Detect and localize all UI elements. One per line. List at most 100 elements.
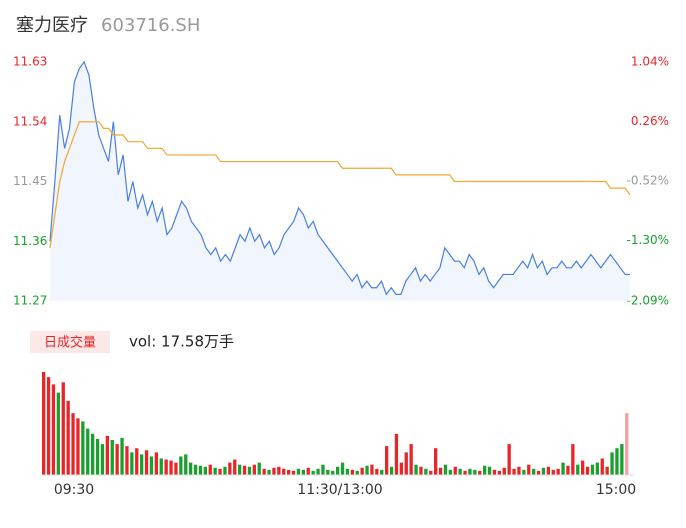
volume-bar [463,470,467,475]
volume-bar [497,470,501,475]
volume-bar [595,462,599,475]
volume-bar [242,465,247,475]
volume-bar [453,466,457,475]
volume-bar [434,448,438,475]
volume-bar [522,469,526,475]
volume-bar [394,433,399,475]
volume-bar [316,468,320,475]
y-tick-label: 11.27 [13,294,47,308]
x-tick-label: 15:00 [596,482,636,498]
volume-bar [443,464,448,475]
volume-bar [615,448,619,475]
stock-code: 603716.SH [101,15,200,36]
y2-tick-label: 1.04% [631,55,669,69]
volume-bar [306,467,310,475]
volume-bar [561,462,565,475]
x-tick-label: 11:30/13:00 [297,482,382,498]
volume-bar [169,460,173,475]
volume-bar [448,469,452,475]
volume-bar [95,438,100,475]
volume-bar [184,454,188,475]
volume-bar [625,413,629,475]
volume-bar [355,470,359,475]
volume-bar [296,468,301,475]
y-tick-label: 11.54 [13,114,47,128]
price-line [49,60,630,296]
volume-bar [517,466,521,475]
volume-bar [130,452,134,475]
volume-bar [404,452,408,475]
volume-bar [100,444,105,475]
volume-bar [389,466,394,475]
volume-bar [546,466,550,475]
volume-bar [556,468,560,475]
volume-bar [610,452,614,475]
volume-bar [438,467,443,475]
volume-bar [360,467,364,475]
volume-bar [218,468,222,475]
volume-bar [272,467,276,475]
volume-bar [174,462,178,475]
volume-bar [144,450,149,475]
volume-bar [228,462,232,475]
volume-bar [76,418,80,475]
volume-bar [385,446,389,475]
price-area [50,62,630,301]
volume-bar [536,470,541,475]
volume-bar [571,444,575,475]
volume-bar [154,452,158,475]
volume-bar [512,468,516,475]
y2-tick-label: -2.09% [627,294,669,308]
volume-bar [42,372,46,475]
volume-bar [326,469,330,475]
volume-bar [311,470,315,475]
volume-bar [193,464,198,475]
volume-bar [576,464,580,475]
average-line [49,121,631,248]
volume-bar [81,421,85,475]
volume-bar [429,470,433,475]
volume-bar [340,462,345,475]
volume-bar [125,446,129,475]
volume-bar [370,464,374,475]
volume-bar [620,444,624,475]
volume-bar [257,462,261,475]
volume-bar [66,400,70,475]
volume-bar [291,470,296,475]
volume-bar [321,464,325,475]
volume-bar [223,466,227,475]
volume-bar [301,469,305,475]
volume-bar [105,435,109,475]
volume-bar [336,466,340,475]
volume-bar [110,439,114,475]
volume-bar [458,468,462,475]
volume-bar [159,458,163,475]
y2-tick-label: -0.52% [627,174,669,188]
volume-bar [492,469,497,475]
volume-bar [399,462,403,475]
volume-bar [375,468,379,475]
volume-bar [581,460,585,475]
volume-bar [164,459,168,475]
volume-total: vol: 17.58万手 [129,333,234,351]
volume-bar [86,428,90,475]
volume-bar [502,467,506,475]
volume-bar [590,464,595,475]
volume-bar [189,462,193,475]
volume-bar [91,433,95,475]
volume-bar [414,464,418,475]
volume-bar [213,467,217,475]
volume-bar [487,466,492,475]
volume-bar [198,465,203,475]
volume-bar [120,437,124,475]
volume-bar [262,468,266,475]
volume-bar [115,444,119,475]
volume-bar [208,464,212,475]
volume-bar [532,468,536,475]
volume-bar [419,466,423,475]
volume-bar [331,470,335,475]
volume-bar [600,458,604,475]
y2-tick-label: 0.26% [631,114,669,128]
volume-bar [282,468,286,475]
